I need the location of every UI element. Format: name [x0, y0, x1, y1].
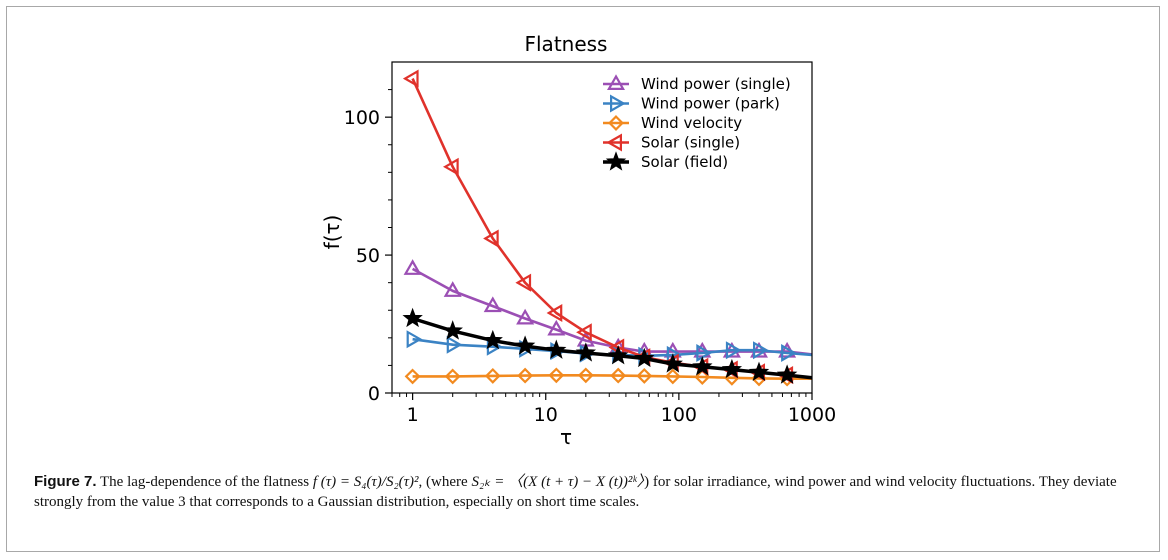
- data-point-1-1: [446, 335, 463, 354]
- data-point-4-3: [515, 335, 536, 355]
- caption-label: Figure 7.: [34, 473, 97, 490]
- y-tick-label-1: 50: [356, 245, 380, 267]
- legend-marker-3: [606, 133, 623, 152]
- data-point-3-3: [515, 273, 532, 292]
- data-point-2-8: [664, 368, 681, 385]
- data-point-2-5: [577, 367, 594, 384]
- caption-text-1: The lag-dependence of the flatness: [96, 474, 313, 490]
- data-point-1-12: [781, 344, 797, 362]
- data-point-2-0: [404, 368, 421, 385]
- figure-caption: Figure 7. The lag-dependence of the flat…: [34, 472, 1134, 512]
- data-point-4-11: [748, 361, 770, 381]
- data-point-4-2: [482, 329, 503, 350]
- data-point-2-1: [444, 368, 461, 385]
- data-point-4-5: [575, 342, 597, 362]
- y-axis-label: f(τ): [320, 215, 344, 250]
- legend-entry-4: Solar (field): [603, 151, 728, 171]
- y-tick-label-2: 100: [344, 107, 380, 129]
- x-tick-label-1: 10: [534, 404, 558, 426]
- caption-formula-structure: S₂ₖ = 〈(X (t + τ) − X (t))²ᵏ〉: [471, 474, 645, 490]
- caption-text-2: , (where: [418, 474, 472, 490]
- flatness-chart: Flatness 1 10 100 1000 0 50 100 τ f(τ) Wind po…: [320, 32, 836, 449]
- x-tick-label-2: 100: [661, 404, 697, 426]
- data-point-1-10: [725, 341, 742, 360]
- data-point-4-6: [607, 345, 629, 365]
- legend-entry-0: Wind power (single): [603, 74, 791, 93]
- caption-text-3: ) for solar irradiance, wind power and w…: [34, 474, 1117, 510]
- data-point-4-1: [442, 320, 463, 340]
- data-point-1-11: [752, 341, 769, 360]
- legend-label-2: Wind velocity: [641, 114, 742, 132]
- data-point-4-10: [721, 358, 743, 379]
- legend-marker-2: [608, 115, 624, 131]
- caption-formula-flatness: f (τ) = S₄(τ)/S₂(τ)²: [312, 474, 419, 490]
- data-point-0-1: [443, 281, 462, 297]
- x-tick-label-0: 1: [407, 404, 419, 426]
- legend-marker-4: [605, 151, 627, 171]
- legend-marker-1: [609, 94, 626, 113]
- axes: 1 10 100 1000 0 50 100: [344, 61, 836, 426]
- legend-entry-3: Solar (single): [603, 134, 740, 152]
- legend-entry-2: Wind velocity: [603, 114, 742, 132]
- data-point-4-7: [634, 347, 655, 368]
- data-point-0-0: [403, 259, 422, 275]
- legend-marker-0: [607, 74, 625, 91]
- data-point-3-0: [402, 69, 419, 88]
- data-point-0-3: [516, 308, 535, 325]
- series-line-0: [411, 267, 813, 356]
- data-point-4-8: [662, 353, 683, 373]
- data-point-2-2: [484, 367, 501, 384]
- data-point-3-1: [442, 157, 459, 176]
- data-point-2-7: [636, 367, 653, 384]
- data-point-2-3: [517, 367, 534, 384]
- legend-label-3: Solar (single): [641, 134, 740, 152]
- data-point-3-5: [576, 323, 592, 342]
- legend-entry-1: Wind power (park): [603, 95, 780, 113]
- data-point-0-2: [483, 296, 502, 313]
- data-point-3-2: [483, 229, 499, 248]
- data-point-2-9: [694, 369, 711, 385]
- legend: Wind power (single) Wind power (park)Wind…: [603, 74, 791, 171]
- data-point-4-9: [692, 356, 713, 376]
- figure-frame: [6, 6, 1160, 552]
- data-point-1-9: [696, 344, 713, 362]
- data-point-2-4: [548, 367, 565, 384]
- data-point-1-0: [406, 330, 423, 349]
- legend-label-4: Solar (field): [641, 153, 728, 171]
- data-point-0-4: [547, 319, 566, 336]
- data-point-4-4: [546, 339, 567, 359]
- legend-label-0: Wind power (single): [641, 75, 791, 93]
- legend-label-1: Wind power (park): [641, 95, 780, 113]
- y-tick-label-0: 0: [368, 383, 380, 405]
- data-point-4-0: [402, 307, 423, 328]
- chart-title: Flatness: [525, 32, 608, 56]
- data-point-2-6: [610, 367, 627, 384]
- series-4: [402, 307, 813, 384]
- data-point-3-4: [546, 304, 563, 322]
- plot-area: [402, 69, 813, 387]
- data-point-4-12: [776, 364, 798, 384]
- x-axis-label: τ: [560, 425, 572, 449]
- x-tick-label-3: 1000: [788, 404, 836, 426]
